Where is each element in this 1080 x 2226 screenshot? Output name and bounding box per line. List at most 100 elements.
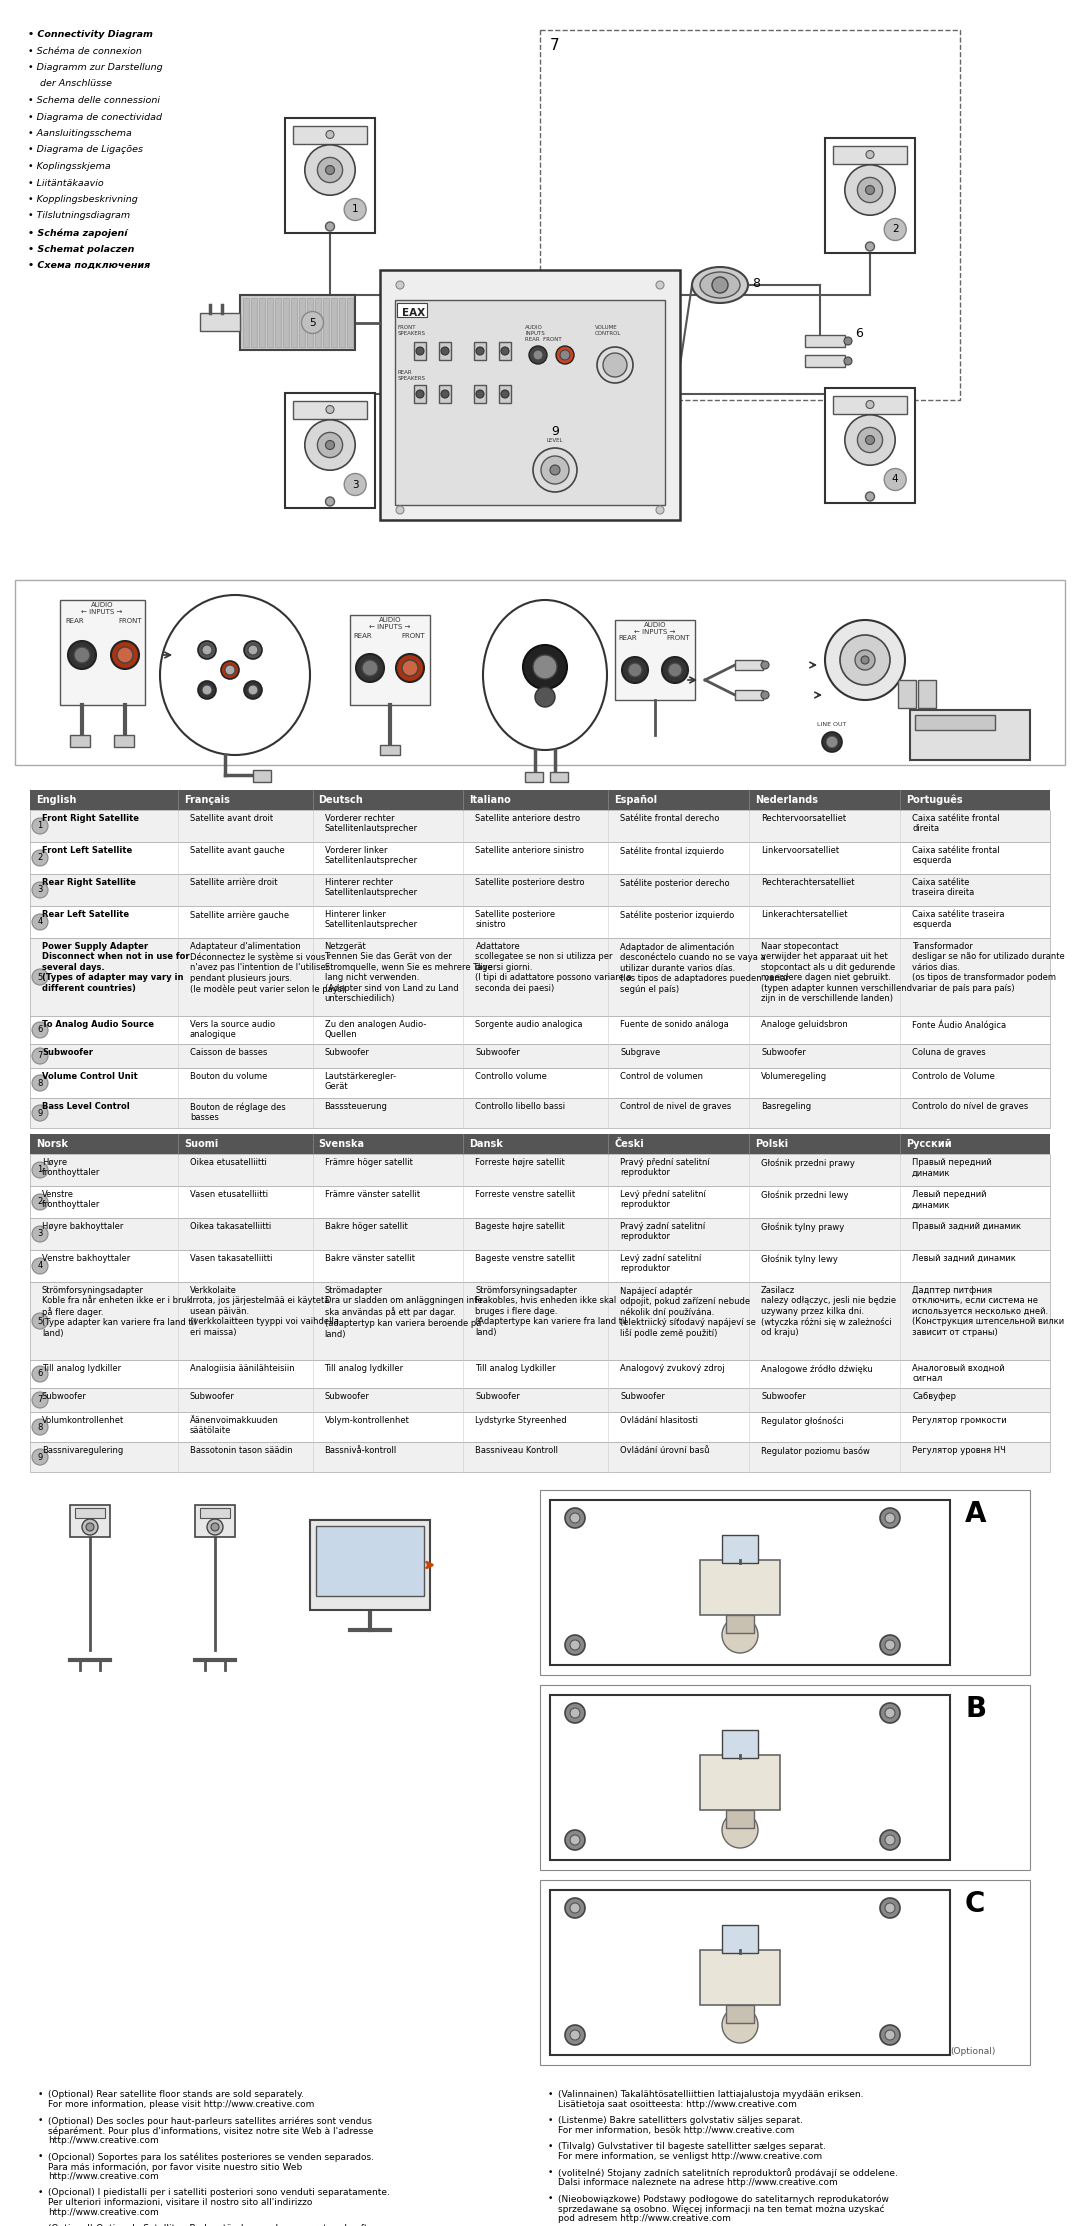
Text: • Schéma de connexion: • Schéma de connexion xyxy=(28,47,141,56)
Circle shape xyxy=(198,681,216,699)
Circle shape xyxy=(535,688,555,708)
Text: http://www.creative.com: http://www.creative.com xyxy=(48,2137,159,2146)
Circle shape xyxy=(396,505,404,514)
Text: Control de volumen: Control de volumen xyxy=(620,1073,703,1082)
Text: Dalsi informace naleznete na adrese http://www.creative.com: Dalsi informace naleznete na adrese http… xyxy=(558,2177,838,2186)
Text: 8: 8 xyxy=(38,1080,43,1089)
Bar xyxy=(30,810,1050,841)
Circle shape xyxy=(32,915,48,930)
Text: (Opcional) I piedistalli per i satelliti posteriori sono venduti separatamente.: (Opcional) I piedistalli per i satelliti… xyxy=(48,2188,390,2197)
Text: •: • xyxy=(548,2168,553,2177)
Text: For mere information, se venligst http://www.creative.com: For mere information, se venligst http:/… xyxy=(558,2153,822,2161)
Bar xyxy=(350,614,430,706)
Text: Rechtervoorsatelliet: Rechtervoorsatelliet xyxy=(761,815,847,824)
Circle shape xyxy=(225,666,235,674)
Circle shape xyxy=(326,131,334,138)
Circle shape xyxy=(570,1641,580,1649)
Bar xyxy=(30,1218,1050,1251)
Circle shape xyxy=(761,661,769,670)
Text: Strömadapter
Dra ur sladden om anläggningen inte
ska användas på ett par dagar.
: Strömadapter Dra ur sladden om anläggnin… xyxy=(324,1287,483,1338)
Bar xyxy=(910,710,1030,759)
Text: 8: 8 xyxy=(38,1422,43,1431)
Text: Bouton de réglage des
basses: Bouton de réglage des basses xyxy=(190,1102,285,1122)
Bar xyxy=(251,298,257,347)
Circle shape xyxy=(885,467,906,490)
Bar xyxy=(15,581,1065,766)
Circle shape xyxy=(885,2030,895,2039)
Text: Satélite posterior derecho: Satélite posterior derecho xyxy=(620,877,730,888)
Circle shape xyxy=(82,1518,98,1536)
Circle shape xyxy=(866,401,874,410)
Bar xyxy=(283,298,289,347)
Circle shape xyxy=(32,1313,48,1329)
Circle shape xyxy=(32,1022,48,1037)
Bar xyxy=(918,679,936,708)
Text: Hinterer linker
Satellitenlautsprecher: Hinterer linker Satellitenlautsprecher xyxy=(324,910,418,930)
Ellipse shape xyxy=(483,601,607,750)
Text: Pravý přední satelitní
reproduktor: Pravý přední satelitní reproduktor xyxy=(620,1158,710,1178)
Text: Аналоговый входной
сигнал: Аналоговый входной сигнал xyxy=(912,1365,1004,1382)
Circle shape xyxy=(68,641,96,670)
Circle shape xyxy=(416,390,424,398)
Circle shape xyxy=(865,185,875,194)
Text: (Tilvalg) Gulvstativer til bageste satellitter sælges separat.: (Tilvalg) Gulvstativer til bageste satel… xyxy=(558,2141,826,2150)
Text: Control de nivel de graves: Control de nivel de graves xyxy=(620,1102,731,1111)
Bar xyxy=(285,118,375,232)
Circle shape xyxy=(325,165,335,174)
Bar xyxy=(735,659,762,670)
Circle shape xyxy=(885,1514,895,1523)
Text: Till analog lydkiller: Till analog lydkiller xyxy=(324,1365,404,1373)
Text: Subwoofer: Subwoofer xyxy=(42,1048,93,1057)
Text: • Aansluitingsschema: • Aansluitingsschema xyxy=(28,129,132,138)
Circle shape xyxy=(822,732,842,752)
Text: Fonte Áudio Analógica: Fonte Áudio Analógica xyxy=(912,1020,1007,1031)
Text: Polski: Polski xyxy=(755,1140,788,1149)
Text: Français: Français xyxy=(184,795,230,806)
Bar xyxy=(330,298,337,347)
Circle shape xyxy=(570,1834,580,1845)
Circle shape xyxy=(843,356,852,365)
Text: Subwoofer: Subwoofer xyxy=(475,1048,521,1057)
Text: (Valinnainen) Takalähtösatelliittien lattiajalustoja myydään eriksen.: (Valinnainen) Takalähtösatelliittien lat… xyxy=(558,2090,864,2099)
Circle shape xyxy=(32,850,48,866)
Text: Satellite avant droit: Satellite avant droit xyxy=(190,815,273,824)
Circle shape xyxy=(556,345,573,365)
Circle shape xyxy=(656,505,664,514)
Circle shape xyxy=(825,621,905,699)
Text: Ovládání hlasitosti: Ovládání hlasitosti xyxy=(620,1416,699,1425)
Circle shape xyxy=(362,659,378,677)
Text: Basssteuerung: Basssteuerung xyxy=(324,1102,388,1111)
Bar xyxy=(474,385,486,403)
Circle shape xyxy=(622,657,648,683)
Text: http://www.creative.com: http://www.creative.com xyxy=(48,2173,159,2181)
Text: • Schemat polaczen: • Schemat polaczen xyxy=(28,245,134,254)
Text: 1: 1 xyxy=(38,821,42,830)
Bar xyxy=(550,1694,950,1861)
Text: Lydstyrke Styreenhed: Lydstyrke Styreenhed xyxy=(475,1416,567,1425)
Circle shape xyxy=(885,1903,895,1912)
Text: Venstre bakhoyttaler: Venstre bakhoyttaler xyxy=(42,1253,131,1262)
Bar xyxy=(200,1507,230,1518)
Bar xyxy=(380,746,400,755)
Text: Głośnik przedni lewy: Głośnik przedni lewy xyxy=(761,1191,849,1200)
Text: Caixa satélite frontal
esquerda: Caixa satélite frontal esquerda xyxy=(912,846,1000,866)
Text: Subwoofer: Subwoofer xyxy=(324,1048,369,1057)
Circle shape xyxy=(32,817,48,835)
Text: Zu den analogen Audio-
Quellen: Zu den analogen Audio- Quellen xyxy=(324,1020,426,1040)
Bar xyxy=(474,343,486,361)
Circle shape xyxy=(858,427,882,452)
Text: LINE OUT: LINE OUT xyxy=(818,721,847,728)
Text: REAR: REAR xyxy=(619,634,637,641)
Circle shape xyxy=(32,1391,48,1409)
Circle shape xyxy=(441,347,449,354)
Text: Volumkontrollenhet: Volumkontrollenhet xyxy=(42,1416,124,1425)
Bar xyxy=(438,343,451,361)
Bar xyxy=(825,387,915,503)
Bar xyxy=(70,735,90,748)
Circle shape xyxy=(301,312,324,334)
Circle shape xyxy=(840,634,890,686)
Text: • Schéma zapojení: • Schéma zapojení xyxy=(28,227,127,238)
Circle shape xyxy=(396,654,424,681)
Circle shape xyxy=(597,347,633,383)
Bar xyxy=(414,385,426,403)
